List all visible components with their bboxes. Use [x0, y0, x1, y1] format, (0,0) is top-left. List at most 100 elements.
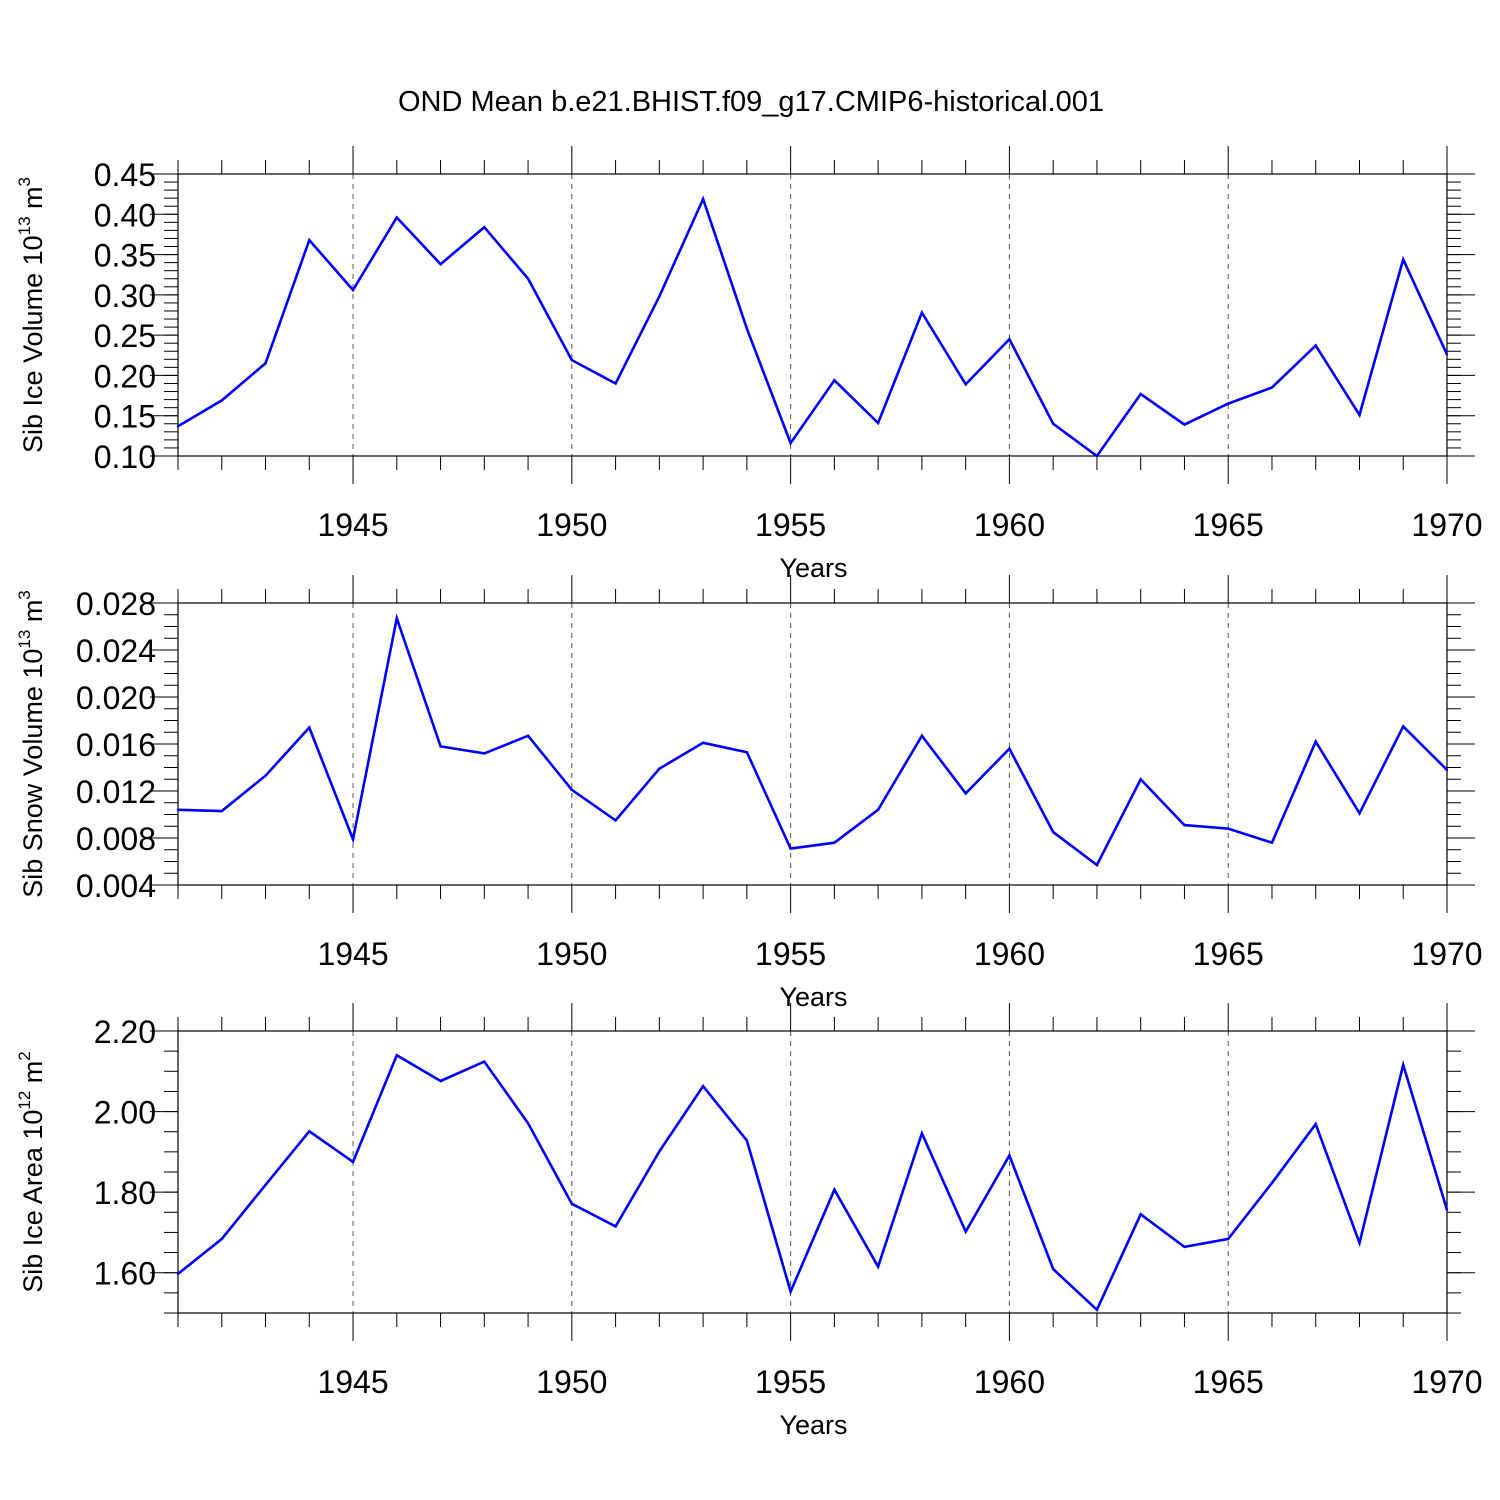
- data-point: [1358, 812, 1361, 815]
- data-point: [920, 1132, 924, 1135]
- data-point: [1183, 823, 1186, 827]
- x-tick-label: 1960: [974, 507, 1045, 543]
- y-tick-label: 0.008: [76, 821, 156, 857]
- data-point: [1445, 1208, 1449, 1212]
- data-point: [1227, 402, 1230, 405]
- y-axis-label-part: m: [18, 600, 48, 630]
- series-line: [177, 195, 1449, 458]
- data-point: [789, 847, 792, 850]
- data-point: [570, 358, 574, 362]
- data-point: [308, 1130, 311, 1133]
- x-tick-label: 1965: [1193, 1364, 1264, 1400]
- x-tick-label: 1970: [1411, 936, 1482, 972]
- data-point: [1227, 1237, 1230, 1241]
- data-point: [1095, 454, 1099, 458]
- data-point: [833, 1188, 836, 1191]
- data-point: [1402, 258, 1405, 261]
- x-tick-label: 1950: [536, 936, 607, 972]
- data-point: [526, 734, 530, 737]
- y-tick-label: 0.10: [94, 439, 156, 475]
- y-axis-label-part: m: [18, 186, 48, 216]
- series-line: [177, 1053, 1449, 1312]
- data-point: [220, 399, 223, 402]
- data-point: [439, 745, 442, 748]
- data-point: [1445, 353, 1449, 356]
- y-tick-label: 0.020: [76, 680, 156, 716]
- y-axis-label-part: 3: [15, 590, 34, 599]
- y-tick-label: 1.80: [94, 1175, 156, 1211]
- data-point: [439, 1079, 442, 1083]
- data-point: [264, 362, 267, 365]
- x-axis-label: Years: [779, 982, 847, 1012]
- data-point: [1139, 392, 1142, 396]
- data-point: [176, 808, 180, 811]
- data-point: [395, 617, 398, 620]
- data-point: [658, 295, 661, 298]
- y-axis-label-part: Sib Ice Volume 10: [18, 235, 48, 453]
- data-point: [701, 741, 705, 745]
- x-tick-label: 1955: [755, 1364, 826, 1400]
- data-point: [876, 421, 880, 425]
- x-tick-label: 1970: [1411, 1364, 1482, 1400]
- y-axis-label-part: Sib Snow Volume 10: [18, 649, 48, 898]
- data-point: [1008, 1154, 1011, 1157]
- data-point: [526, 277, 530, 280]
- y-tick-label: 2.00: [94, 1095, 156, 1131]
- y-tick-label: 0.016: [76, 727, 156, 763]
- data-point: [1314, 740, 1317, 743]
- x-tick-label: 1965: [1193, 507, 1264, 543]
- y-axis-label-part: m: [18, 1061, 48, 1091]
- data-point: [264, 774, 267, 777]
- y-axis-label-part: Sib Ice Area 10: [18, 1110, 48, 1293]
- x-tick-label: 1945: [317, 507, 388, 543]
- y-tick-label: 1.60: [94, 1256, 156, 1292]
- series-line: [177, 613, 1448, 867]
- y-axis-label: Sib Ice Area 1012 m2: [15, 1051, 48, 1293]
- data-point: [614, 382, 617, 385]
- y-axis-label-part: 13: [15, 630, 34, 649]
- data-point: [1270, 386, 1274, 389]
- data-point: [570, 788, 574, 792]
- y-tick-label: 0.024: [76, 633, 156, 669]
- data-point: [1008, 337, 1011, 341]
- data-point: [570, 1202, 574, 1206]
- data-point: [351, 288, 355, 292]
- x-tick-label: 1950: [536, 1364, 607, 1400]
- plot-frame: [177, 1030, 1448, 1314]
- data-point: [1051, 1267, 1055, 1271]
- y-tick-label: 0.40: [94, 197, 156, 233]
- x-tick-label: 1950: [536, 507, 607, 543]
- data-point: [614, 819, 617, 822]
- chart-title: OND Mean b.e21.BHIST.f09_g17.CMIP6-histo…: [398, 86, 1104, 118]
- y-tick-label: 0.028: [76, 586, 156, 622]
- data-point: [176, 1272, 180, 1276]
- data-point: [1051, 422, 1055, 425]
- data-point: [351, 1160, 355, 1164]
- data-point: [1270, 1181, 1274, 1185]
- y-tick-label: 0.20: [94, 358, 156, 394]
- data-point: [745, 1139, 749, 1142]
- y-tick-label: 0.35: [94, 238, 156, 274]
- x-tick-label: 1960: [974, 1364, 1045, 1400]
- data-point: [876, 1265, 880, 1268]
- data-point: [351, 837, 355, 841]
- data-point: [1402, 1063, 1405, 1067]
- y-tick-label: 0.25: [94, 318, 156, 354]
- data-point: [920, 311, 924, 314]
- data-point: [483, 225, 486, 229]
- y-axis-label: Sib Snow Volume 1013 m3: [15, 590, 48, 898]
- x-tick-label: 1945: [317, 1364, 388, 1400]
- data-point: [701, 197, 705, 201]
- data-point: [1051, 830, 1055, 834]
- data-point: [833, 379, 836, 382]
- data-point: [1095, 863, 1099, 867]
- y-tick-label: 2.20: [94, 1014, 156, 1050]
- data-point: [220, 1237, 223, 1241]
- y-axis-label-part: 2: [15, 1051, 34, 1060]
- data-point: [614, 1225, 617, 1228]
- data-point: [439, 263, 442, 266]
- panel-2: 0.004 0.008 0.012 0.016 0.020 0.024 0.028 1945 1…: [15, 575, 1483, 1012]
- data-point: [308, 238, 311, 242]
- panel-3: 1.60 1.80 2.00 2.20 1945 1950 1955 1960 1965 1970…: [15, 1003, 1483, 1440]
- data-point: [745, 327, 749, 330]
